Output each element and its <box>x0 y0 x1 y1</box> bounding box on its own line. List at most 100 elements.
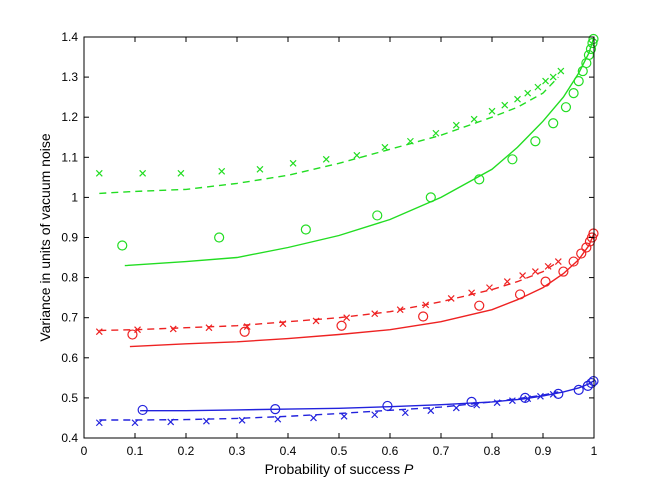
green-circle-series-point <box>300 224 311 235</box>
red-solid-series <box>129 233 595 348</box>
blue-cross-series-point <box>238 416 246 424</box>
y-tick-label: 0.4 <box>61 431 78 445</box>
red-circle-series-point <box>514 289 526 300</box>
red-cross-series-point <box>531 268 539 276</box>
y-tick-label: 1.2 <box>61 110 78 124</box>
green-dashed-series <box>99 76 559 195</box>
green-cross-series-point <box>322 155 330 163</box>
green-cross-series-point <box>95 169 103 177</box>
blue-circle-series-point <box>270 404 281 415</box>
red-circle-series-point <box>568 256 579 267</box>
blue-cross-series-point <box>340 412 348 420</box>
blue-cross-series-point <box>473 401 481 409</box>
x-tick-label: 0.8 <box>484 444 501 458</box>
red-cross-series-point <box>486 284 493 292</box>
red-cross-series-point <box>343 314 351 322</box>
blue-solid-series <box>140 380 595 412</box>
blue-cross-series <box>95 390 557 427</box>
green-circle-series-point <box>507 154 518 165</box>
green-cross-series-point <box>353 151 361 159</box>
green-circle-series-point <box>214 232 225 243</box>
red-cross-series-point <box>519 272 527 280</box>
green-circle-series-point <box>568 88 579 99</box>
red-cross-series-point <box>243 323 251 330</box>
y-tick-label: 1.4 <box>61 30 78 44</box>
red-solid-series-line <box>129 233 595 348</box>
green-cross-series-point <box>256 165 264 173</box>
y-tick-label: 1 <box>71 190 78 204</box>
red-cross-series-point <box>312 317 320 325</box>
blue-cross-series-point <box>524 395 532 403</box>
blue-cross-series-point <box>131 419 139 427</box>
green-dashed-series-line <box>99 76 559 195</box>
blue-cross-series-point <box>202 417 210 425</box>
red-circle-series-point <box>127 329 138 340</box>
green-circle-series-point <box>588 33 599 45</box>
red-cross-series-point <box>503 278 511 286</box>
blue-solid-series-line <box>140 380 595 412</box>
blue-circle-series-point <box>466 396 477 408</box>
green-circle-series-point <box>548 118 559 129</box>
green-circle-series-point <box>372 210 383 221</box>
x-tick-label: 0.1 <box>127 444 144 458</box>
red-circle-series <box>127 228 599 340</box>
x-tick-label: 1 <box>591 444 598 458</box>
y-tick-label: 1.3 <box>61 70 78 84</box>
green-cross-series-point <box>514 95 521 103</box>
blue-cross-series-point <box>401 409 409 417</box>
blue-cross-series-point <box>549 390 557 398</box>
x-axis-symbol: P <box>404 461 414 477</box>
blue-circle-series-point <box>573 384 584 395</box>
green-cross-series-point <box>452 121 460 129</box>
blue-cross-series-point <box>274 415 282 423</box>
green-cross-series-point <box>289 159 297 167</box>
y-tick-label: 0.9 <box>61 231 78 245</box>
red-cross-series-point <box>447 295 455 302</box>
blue-cross-series-point <box>427 407 435 415</box>
x-axis-label-text: Probability of success <box>265 461 400 477</box>
blue-cross-series-point <box>493 399 501 407</box>
red-cross-series-point <box>468 289 476 297</box>
blue-cross-series-point <box>167 418 175 426</box>
red-circle-series-point <box>540 276 551 287</box>
green-solid-series <box>124 36 595 267</box>
blue-cross-series-point <box>371 411 379 419</box>
green-circle-series-point <box>573 76 584 87</box>
x-tick-label: 0.9 <box>535 444 552 458</box>
green-cross-series <box>95 67 565 177</box>
red-circle-series-point <box>581 242 592 253</box>
red-cross-series-point <box>205 324 213 332</box>
red-cross-series-point <box>422 301 430 309</box>
red-cross-series-point <box>544 262 552 270</box>
blue-circle-series-point <box>588 375 599 387</box>
green-cross-series-point <box>542 77 549 85</box>
chart-marks <box>95 33 599 427</box>
green-circle-series <box>117 33 599 251</box>
y-tick-label: 0.6 <box>61 351 78 365</box>
red-cross-series-point <box>169 325 177 333</box>
green-circle-series-point <box>474 174 485 185</box>
y-tick-label: 0.8 <box>61 271 78 285</box>
green-cross-series-point <box>549 73 557 81</box>
blue-dashed-series-line <box>99 391 559 421</box>
red-dashed-series <box>99 261 559 332</box>
blue-circle-series-point <box>137 404 148 416</box>
red-circle-series-point <box>558 266 569 277</box>
red-circle-series-point <box>239 326 250 337</box>
green-circle-series-point <box>587 37 598 49</box>
green-circle-series-point <box>530 136 541 147</box>
green-cross-series-point <box>470 115 478 123</box>
y-tick-label: 1.1 <box>61 150 78 164</box>
green-circle-series-point <box>585 43 597 55</box>
blue-circle-series <box>137 375 599 416</box>
x-tick-label: 0.7 <box>433 444 450 458</box>
red-cross-series-point <box>554 258 562 265</box>
x-tick-label: 0.2 <box>178 444 195 458</box>
green-cross-series-point <box>557 67 565 75</box>
green-cross-series-point <box>524 89 532 97</box>
x-tick-label: 0.6 <box>382 444 399 458</box>
red-circle-series-point <box>336 320 347 331</box>
blue-cross-series-point <box>452 404 460 412</box>
green-cross-series-point <box>501 101 509 109</box>
